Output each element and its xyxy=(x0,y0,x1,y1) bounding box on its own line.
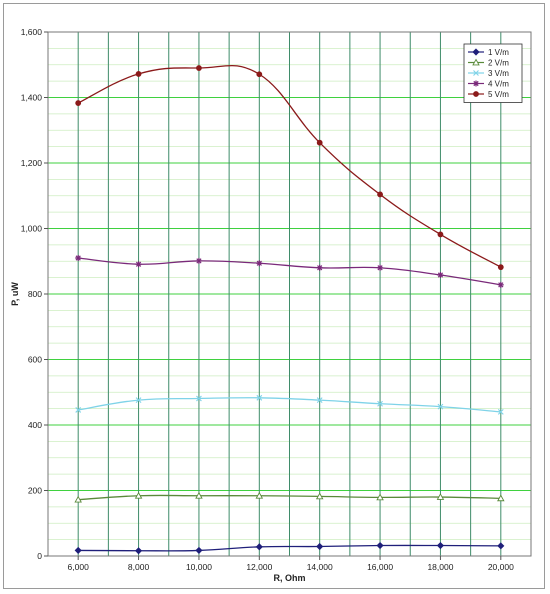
data-point xyxy=(256,260,263,267)
series-line xyxy=(78,494,501,501)
x-tick-label: 20,000 xyxy=(488,562,514,572)
data-point xyxy=(135,397,142,403)
x-tick-label: 16,000 xyxy=(367,562,393,572)
data-point xyxy=(316,397,323,403)
data-point xyxy=(135,261,142,268)
y-axis-ticks: 0 200 400 600 800 1,000 1,200 1,400 1,600 xyxy=(21,27,48,561)
series-lines xyxy=(74,64,505,555)
series-line xyxy=(78,544,501,552)
data-point xyxy=(195,546,203,554)
legend-marker xyxy=(472,48,480,56)
x-tick-label: 18,000 xyxy=(427,562,453,572)
data-point xyxy=(195,257,202,264)
data-point xyxy=(377,400,383,407)
x-tick-label: 14,000 xyxy=(307,562,333,572)
chart-frame: 0 200 400 600 800 1,000 1,200 1,400 1,600 6,000 8… xyxy=(3,3,545,589)
x-tick-label: 12,000 xyxy=(246,562,272,572)
legend: 1 V/m 2 V/m3 V/m 4 V/m5 V/m xyxy=(463,43,523,103)
x-axis-ticks: 6,000 8,000 10,000 12,000 14,000 16,000 18,000… xyxy=(68,556,514,572)
data-point xyxy=(255,543,263,551)
data-point xyxy=(437,272,444,279)
series-1 xyxy=(74,541,505,555)
data-point xyxy=(436,541,445,550)
data-point xyxy=(497,542,505,550)
legend-label: 2 V/m xyxy=(488,59,509,68)
data-point xyxy=(376,541,384,550)
data-point xyxy=(497,494,505,502)
y-tick-label: 1,600 xyxy=(21,27,43,37)
data-point xyxy=(377,264,384,271)
y-tick-label: 0 xyxy=(37,551,42,561)
data-point xyxy=(316,139,323,146)
data-point xyxy=(316,264,323,271)
data-point xyxy=(75,407,82,413)
y-tick-label: 1,200 xyxy=(21,158,43,168)
data-point xyxy=(255,491,264,499)
x-tick-label: 10,000 xyxy=(186,562,212,572)
y-tick-label: 400 xyxy=(28,420,42,430)
data-point xyxy=(74,546,82,554)
y-tick-label: 1,400 xyxy=(21,93,43,103)
series-3 xyxy=(75,394,504,415)
legend-item: 2 V/m xyxy=(468,59,509,68)
data-point xyxy=(376,493,384,501)
series-5 xyxy=(75,64,504,271)
series-line xyxy=(77,64,502,268)
legend-marker xyxy=(473,91,479,97)
legend-marker xyxy=(473,70,479,76)
legend-label: 1 V/m xyxy=(488,48,509,57)
y-tick-label: 200 xyxy=(28,486,42,496)
data-point xyxy=(195,491,203,499)
series-line xyxy=(78,257,501,286)
data-point xyxy=(196,395,202,402)
legend-item: 3 V/m xyxy=(468,69,509,78)
data-point xyxy=(134,491,143,499)
y-axis-title: P, uW xyxy=(10,282,20,306)
legend-item: 1 V/m xyxy=(468,48,509,57)
series-2 xyxy=(74,491,505,503)
data-point xyxy=(316,542,324,551)
data-point xyxy=(256,71,263,78)
data-point xyxy=(75,254,82,261)
legend-marker xyxy=(473,80,479,87)
data-point xyxy=(437,231,444,238)
data-point xyxy=(497,264,504,271)
data-point xyxy=(74,495,82,503)
data-point xyxy=(196,65,202,71)
x-tick-label: 8,000 xyxy=(128,562,150,572)
legend-label: 5 V/m xyxy=(488,90,509,99)
data-point xyxy=(135,71,142,77)
data-point xyxy=(437,403,444,410)
line-chart: 0 200 400 600 800 1,000 1,200 1,400 1,600 6,000 8… xyxy=(10,27,532,583)
data-point xyxy=(497,281,504,288)
y-tick-label: 600 xyxy=(28,355,42,365)
x-axis-title: R, Ohm xyxy=(273,573,305,583)
legend-marker xyxy=(472,58,480,66)
series-line xyxy=(78,397,501,413)
data-point xyxy=(256,394,263,401)
data-point xyxy=(377,191,383,198)
y-tick-label: 1,000 xyxy=(21,224,43,234)
data-point xyxy=(315,492,324,500)
data-point xyxy=(436,493,445,500)
grid-lines xyxy=(48,32,531,556)
data-point xyxy=(497,409,504,415)
legend-item: 4 V/m xyxy=(468,80,509,89)
data-point xyxy=(75,100,82,106)
legend-label: 3 V/m xyxy=(488,69,509,78)
legend-item: 5 V/m xyxy=(468,90,509,99)
legend-label: 4 V/m xyxy=(488,80,509,89)
series-4 xyxy=(75,254,504,288)
data-point xyxy=(134,547,143,555)
x-tick-label: 6,000 xyxy=(68,562,90,572)
y-tick-label: 800 xyxy=(28,289,42,299)
